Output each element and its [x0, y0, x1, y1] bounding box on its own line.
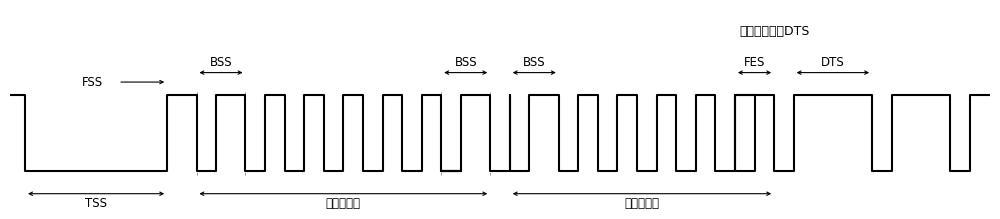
- Text: DTS: DTS: [821, 56, 845, 69]
- Text: BSS: BSS: [454, 56, 477, 69]
- Text: 动态帧才具有DTS: 动态帧才具有DTS: [739, 25, 809, 38]
- Text: TSS: TSS: [85, 198, 107, 210]
- Text: BSS: BSS: [210, 56, 232, 69]
- Text: BSS: BSS: [523, 56, 546, 69]
- Text: FES: FES: [744, 56, 765, 69]
- Text: FSS: FSS: [82, 76, 103, 88]
- Text: 末字节序列: 末字节序列: [624, 198, 659, 210]
- Text: 首字节序列: 首字节序列: [326, 198, 361, 210]
